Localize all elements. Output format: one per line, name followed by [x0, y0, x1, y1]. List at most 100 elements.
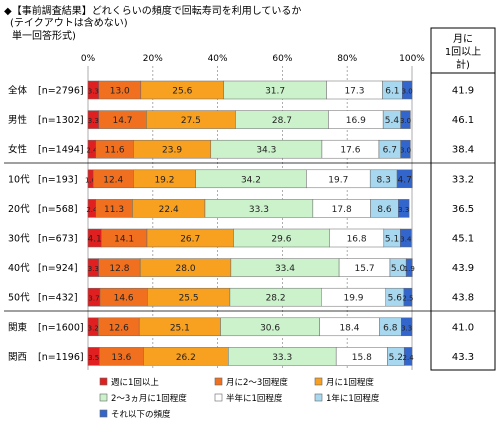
data-label: 33.3: [249, 205, 269, 215]
data-label: 31.7: [265, 87, 285, 97]
data-label: 23.9: [162, 146, 182, 156]
data-label: 33.4: [275, 264, 295, 274]
data-label: 14.6: [114, 294, 134, 304]
bar-segment: [396, 169, 413, 189]
data-label: 3.2: [88, 324, 99, 332]
x-tick-label: 60%: [272, 54, 292, 64]
data-label: 5.6: [388, 294, 403, 304]
data-label: 3.3: [88, 117, 99, 125]
bar-segment: [400, 139, 411, 159]
data-label: 13.0: [110, 87, 130, 97]
bar-segment: [405, 258, 413, 277]
bar-segment: [402, 80, 413, 100]
legend-swatch: [214, 393, 223, 402]
category-n-label: [n=1600]: [38, 322, 84, 333]
total-value: 43.9: [452, 263, 474, 274]
data-label: 15.8: [352, 353, 372, 363]
legend-label: それ以下の頻度: [111, 409, 171, 420]
category-n-label: [n=673]: [38, 234, 78, 245]
data-label: 19.9: [343, 294, 363, 304]
data-label: 12.4: [103, 175, 123, 185]
legend-swatch: [99, 409, 108, 418]
data-label: 29.6: [271, 235, 291, 245]
data-label: 14.1: [114, 235, 134, 245]
legend-label: 月に2〜3回程度: [226, 377, 288, 388]
data-label: 3.3: [88, 265, 99, 273]
legend-swatch: [314, 393, 323, 402]
category-label: 50代: [8, 293, 30, 304]
data-label: 34.2: [241, 175, 261, 185]
legend-swatch: [99, 393, 108, 402]
legend-label: 週に1回以上: [111, 378, 159, 388]
legend-swatch: [99, 377, 108, 386]
chart-subtitle-1: (テイクアウトは含めない): [10, 16, 128, 29]
total-value: 33.2: [452, 174, 474, 185]
bar-segment: [403, 287, 413, 307]
total-value: 36.5: [452, 204, 474, 215]
data-label: 3.0: [400, 117, 411, 125]
x-tick-label: 0%: [81, 54, 96, 64]
data-label: 33.3: [272, 353, 292, 363]
data-label: 26.7: [180, 235, 200, 245]
data-label: 17.3: [344, 87, 364, 97]
legend-label: 月に1回程度: [326, 377, 374, 388]
data-label: 3.3: [401, 324, 412, 332]
data-label: 2.4: [403, 354, 415, 362]
category-n-label: [n=1196]: [38, 352, 84, 363]
data-label: 12.6: [109, 323, 129, 333]
data-label: 5.0: [391, 264, 406, 274]
right-col-header-2: 1回以上: [445, 46, 481, 58]
x-tick-label: 40%: [208, 54, 228, 64]
data-label: 14.7: [112, 116, 132, 126]
data-label: 25.1: [170, 323, 190, 333]
category-n-label: [n=2796]: [38, 86, 84, 97]
category-label: 40代: [8, 263, 30, 274]
legend: 週に1回以上 月に2〜3回程度 月に1回程度 2〜3ヵ月に1回程度 半年に1回程度 1年に…: [99, 377, 380, 420]
legend-label: 1年に1回程度: [326, 393, 380, 404]
bar-segment: [403, 347, 413, 366]
category-n-label: [n=924]: [38, 263, 78, 274]
x-tick-label: 80%: [337, 54, 357, 64]
total-value: 46.1: [452, 115, 474, 126]
category-label: 関東: [8, 321, 28, 333]
data-label: 8.3: [376, 175, 390, 185]
total-value: 43.3: [452, 352, 474, 363]
category-label: 20代: [8, 204, 30, 215]
data-label: 5.4: [385, 116, 400, 126]
total-value: 38.4: [452, 145, 474, 156]
data-label: 27.5: [181, 116, 201, 126]
legend-label: 2〜3ヵ月に1回程度: [111, 393, 187, 404]
total-value: 43.8: [452, 293, 474, 304]
chart-title: ◆【事前調査結果】どれくらいの頻度で回転寿司を利用しているか: [4, 4, 301, 17]
bar-layer: 3.3 13.0 25.6 31.7 17.3 6.1 3.03.3 14.7 27.5 28.7…: [85, 80, 415, 366]
bar-segment: [400, 110, 411, 129]
data-label: 11.6: [105, 146, 125, 156]
category-label-layer: 全体 [n=2796] 男性 [n=1302] 女性 [n=1494] 10代 [n=193]…: [8, 85, 84, 363]
total-value: 45.1: [452, 234, 474, 245]
data-label: 5.1: [385, 235, 399, 245]
bar-segment: [398, 199, 410, 218]
data-label: 18.4: [339, 323, 359, 333]
data-label: 17.8: [332, 205, 352, 215]
data-label: 19.2: [154, 175, 174, 185]
bar-segment: [400, 228, 412, 248]
data-label: 3.3: [398, 206, 409, 214]
data-label: 4.1: [87, 235, 101, 245]
data-label: 6.7: [383, 146, 397, 156]
data-label: 3.0: [400, 147, 411, 155]
data-label: 28.2: [266, 294, 286, 304]
data-label: 1.9: [404, 265, 415, 273]
x-tick-label: 100%: [399, 54, 425, 64]
category-n-label: [n=432]: [38, 293, 78, 304]
data-label: 2.4: [86, 147, 98, 155]
data-label: 3.4: [400, 236, 412, 244]
data-label: 12.8: [109, 264, 129, 274]
right-col-header-3: 計): [456, 58, 470, 71]
legend-swatch: [214, 377, 223, 386]
bar-segment: [401, 317, 413, 337]
data-label: 28.7: [272, 116, 292, 126]
category-n-label: [n=193]: [38, 174, 78, 185]
data-label: 3.0: [402, 88, 413, 96]
category-n-label: [n=1494]: [38, 145, 84, 156]
total-value: 41.9: [452, 86, 474, 97]
